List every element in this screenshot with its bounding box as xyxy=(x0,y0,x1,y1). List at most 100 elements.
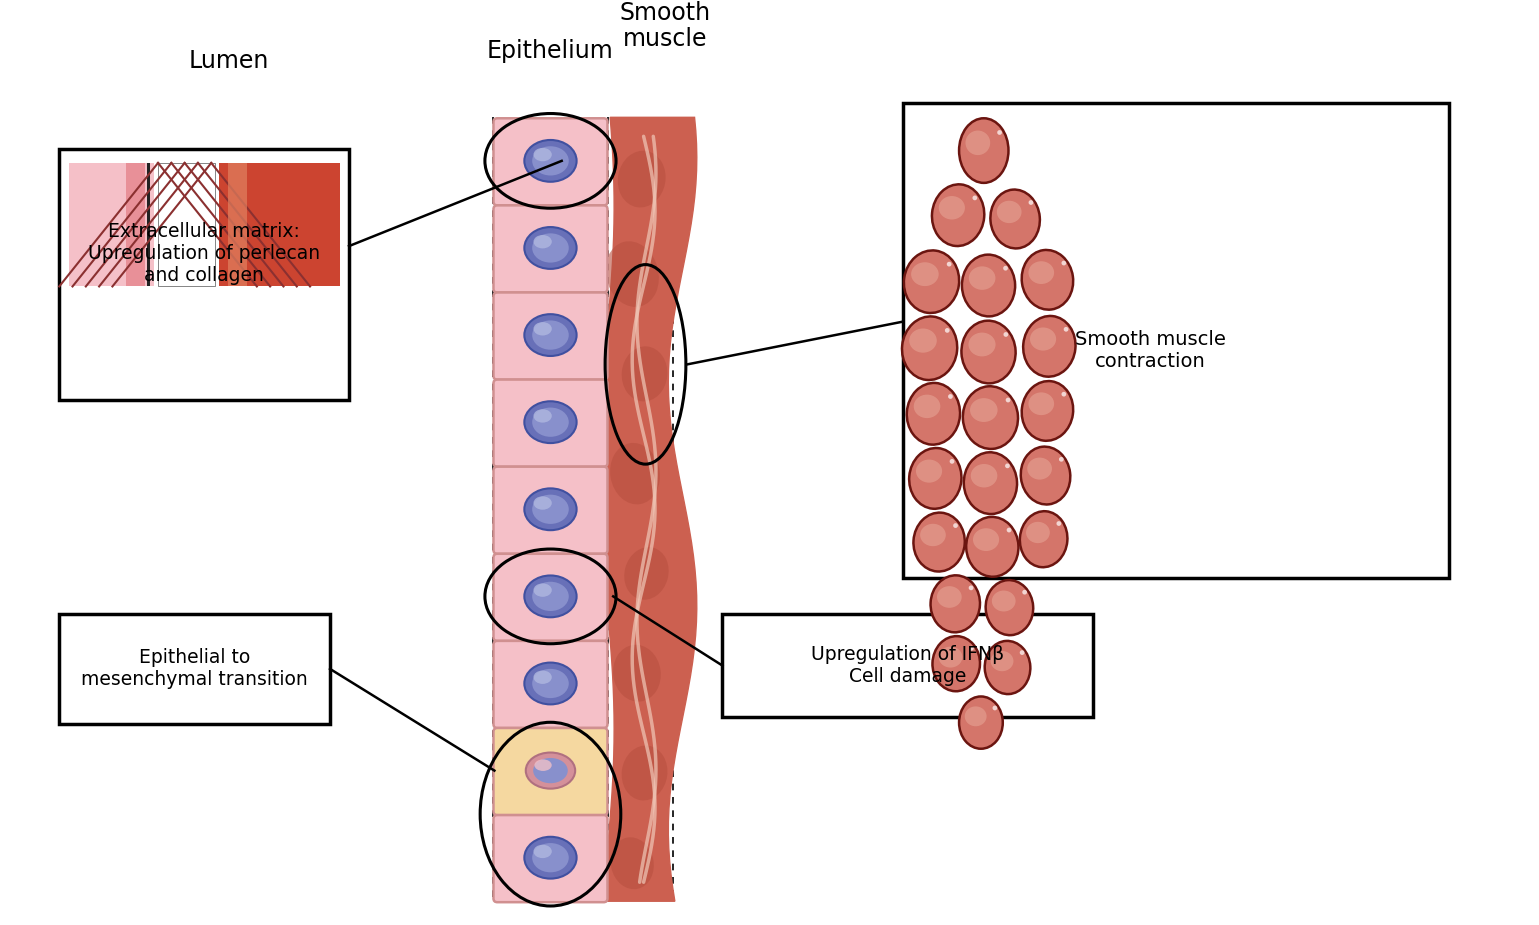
Ellipse shape xyxy=(534,671,553,684)
Ellipse shape xyxy=(933,184,985,246)
Ellipse shape xyxy=(968,333,996,356)
Circle shape xyxy=(1003,265,1008,271)
Circle shape xyxy=(1020,650,1025,655)
Ellipse shape xyxy=(939,196,965,219)
Ellipse shape xyxy=(534,235,553,249)
Ellipse shape xyxy=(1023,316,1076,376)
Ellipse shape xyxy=(534,409,553,423)
Ellipse shape xyxy=(1027,458,1053,479)
Circle shape xyxy=(1063,327,1068,332)
Ellipse shape xyxy=(997,201,1022,223)
FancyBboxPatch shape xyxy=(494,379,608,467)
Ellipse shape xyxy=(525,575,577,617)
Ellipse shape xyxy=(902,316,957,380)
Ellipse shape xyxy=(609,443,660,504)
Circle shape xyxy=(968,586,974,590)
Ellipse shape xyxy=(920,524,946,546)
Ellipse shape xyxy=(962,254,1016,316)
Ellipse shape xyxy=(532,320,569,350)
Circle shape xyxy=(973,195,977,201)
FancyBboxPatch shape xyxy=(494,467,608,554)
Ellipse shape xyxy=(965,707,986,726)
Polygon shape xyxy=(599,117,697,901)
Circle shape xyxy=(1062,392,1067,397)
Ellipse shape xyxy=(1028,392,1054,415)
Circle shape xyxy=(1005,463,1010,468)
FancyBboxPatch shape xyxy=(494,205,608,292)
Ellipse shape xyxy=(622,346,668,401)
Circle shape xyxy=(1028,200,1033,204)
Ellipse shape xyxy=(532,758,568,783)
Text: Epithelial to
mesenchymal transition: Epithelial to mesenchymal transition xyxy=(82,648,308,689)
Circle shape xyxy=(1056,521,1062,526)
Ellipse shape xyxy=(931,575,980,633)
FancyBboxPatch shape xyxy=(494,292,608,379)
Ellipse shape xyxy=(534,322,553,336)
Bar xyxy=(219,163,340,287)
Ellipse shape xyxy=(914,395,940,418)
Ellipse shape xyxy=(1022,381,1073,441)
Ellipse shape xyxy=(911,263,939,286)
Circle shape xyxy=(945,328,950,333)
Ellipse shape xyxy=(959,697,1003,748)
Ellipse shape xyxy=(970,398,997,422)
Circle shape xyxy=(997,130,1002,135)
Ellipse shape xyxy=(906,383,960,445)
Ellipse shape xyxy=(916,460,942,483)
Bar xyxy=(58,149,349,401)
Ellipse shape xyxy=(933,636,980,691)
Ellipse shape xyxy=(963,387,1017,449)
Ellipse shape xyxy=(526,753,576,789)
Ellipse shape xyxy=(966,517,1019,576)
Ellipse shape xyxy=(1028,261,1054,284)
Bar xyxy=(69,163,154,287)
Circle shape xyxy=(1059,457,1063,462)
Ellipse shape xyxy=(525,140,577,182)
Ellipse shape xyxy=(617,151,665,207)
Ellipse shape xyxy=(525,227,577,269)
Ellipse shape xyxy=(963,452,1017,514)
Bar xyxy=(722,614,1093,717)
FancyBboxPatch shape xyxy=(494,641,608,728)
Ellipse shape xyxy=(525,401,577,443)
Circle shape xyxy=(1007,527,1011,533)
Ellipse shape xyxy=(611,837,654,889)
Bar xyxy=(159,163,215,287)
Ellipse shape xyxy=(991,651,1014,672)
Circle shape xyxy=(953,524,957,528)
Ellipse shape xyxy=(534,584,553,597)
FancyBboxPatch shape xyxy=(494,554,608,641)
Text: Smooth
muscle: Smooth muscle xyxy=(620,1,711,51)
Ellipse shape xyxy=(991,590,1016,611)
Ellipse shape xyxy=(532,495,569,524)
Ellipse shape xyxy=(534,497,553,510)
Bar xyxy=(903,103,1450,578)
Text: Epithelium: Epithelium xyxy=(488,39,614,63)
Ellipse shape xyxy=(1027,522,1050,543)
Ellipse shape xyxy=(622,746,668,800)
Circle shape xyxy=(970,646,974,650)
Circle shape xyxy=(950,459,954,463)
Ellipse shape xyxy=(962,321,1016,383)
Bar xyxy=(146,163,151,287)
Ellipse shape xyxy=(959,118,1008,183)
Ellipse shape xyxy=(937,586,962,608)
Ellipse shape xyxy=(970,266,996,290)
Ellipse shape xyxy=(534,845,553,858)
Ellipse shape xyxy=(532,146,569,176)
Circle shape xyxy=(993,706,997,710)
Ellipse shape xyxy=(525,662,577,705)
Ellipse shape xyxy=(939,647,962,668)
Text: Extracellular matrix:
Upregulation of perlecan
and collagen: Extracellular matrix: Upregulation of pe… xyxy=(88,222,320,285)
Bar xyxy=(126,163,145,287)
Ellipse shape xyxy=(532,843,569,872)
Circle shape xyxy=(1022,590,1027,595)
Ellipse shape xyxy=(971,464,997,487)
Circle shape xyxy=(946,262,951,266)
Ellipse shape xyxy=(965,130,990,155)
Bar xyxy=(58,614,329,723)
Ellipse shape xyxy=(910,448,962,509)
Ellipse shape xyxy=(910,328,937,352)
Ellipse shape xyxy=(534,148,553,161)
FancyBboxPatch shape xyxy=(494,815,608,902)
